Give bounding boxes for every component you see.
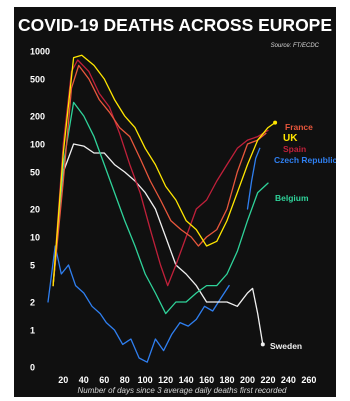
series-end-marker (260, 342, 265, 347)
y-tick-label: 0 (30, 363, 35, 373)
y-tick-label: 500 (30, 75, 45, 85)
series-line-secondary (47, 245, 230, 363)
x-tick-label: 140 (179, 375, 194, 385)
y-tick-label: 100 (30, 140, 45, 150)
y-tick-label: 10 (30, 233, 40, 243)
y-tick-label: 200 (30, 112, 45, 122)
series-label-belgium: Belgium (275, 193, 309, 203)
chart-source: Source: FT/ECDC (271, 43, 320, 49)
series-line-france (52, 64, 267, 287)
x-tick-label: 100 (138, 375, 153, 385)
x-tick-label: 80 (120, 375, 130, 385)
x-tick-label: 40 (79, 375, 89, 385)
series-line-uk (52, 54, 276, 287)
y-tick-label: 5 (30, 261, 35, 271)
y-tick-label: 20 (30, 205, 40, 215)
y-tick-label: 1000 (30, 47, 50, 57)
series-lines (47, 54, 278, 363)
x-tick-label: 20 (58, 375, 68, 385)
x-axis-label: Number of days since 3 average daily dea… (78, 386, 288, 395)
series-label-france: France (285, 122, 313, 132)
series-end-marker (273, 120, 278, 125)
x-tick-label: 260 (301, 375, 316, 385)
x-axis-ticks: 20 40 60 80 100 120 140 160 180 200 220 240 260 (58, 375, 316, 385)
series-line-czech-republic (246, 147, 261, 210)
x-tick-label: 220 (260, 375, 275, 385)
chart: COVID-19 DEATHS ACROSS EUROPE Source: FT… (18, 15, 336, 395)
series-line-sweden (52, 143, 264, 346)
x-tick-label: 160 (199, 375, 214, 385)
series-line-belgium (52, 101, 269, 315)
series-label-czech-republic: Czech Republic (274, 155, 336, 165)
y-tick-label: 50 (30, 168, 40, 178)
x-tick-label: 240 (281, 375, 296, 385)
series-label-spain: Spain (283, 144, 306, 154)
x-tick-label: 180 (219, 375, 234, 385)
series-line-spain (52, 59, 269, 287)
x-tick-label: 200 (240, 375, 255, 385)
series-label-sweden: Sweden (270, 341, 302, 351)
series-label-uk: UK (283, 133, 298, 144)
x-tick-label: 120 (158, 375, 173, 385)
chart-title: COVID-19 DEATHS ACROSS EUROPE (18, 15, 332, 35)
chart-frame: COVID-19 DEATHS ACROSS EUROPE Source: FT… (14, 7, 336, 397)
y-tick-label: 1 (30, 326, 35, 336)
y-tick-label: 2 (30, 298, 35, 308)
x-tick-label: 60 (99, 375, 109, 385)
